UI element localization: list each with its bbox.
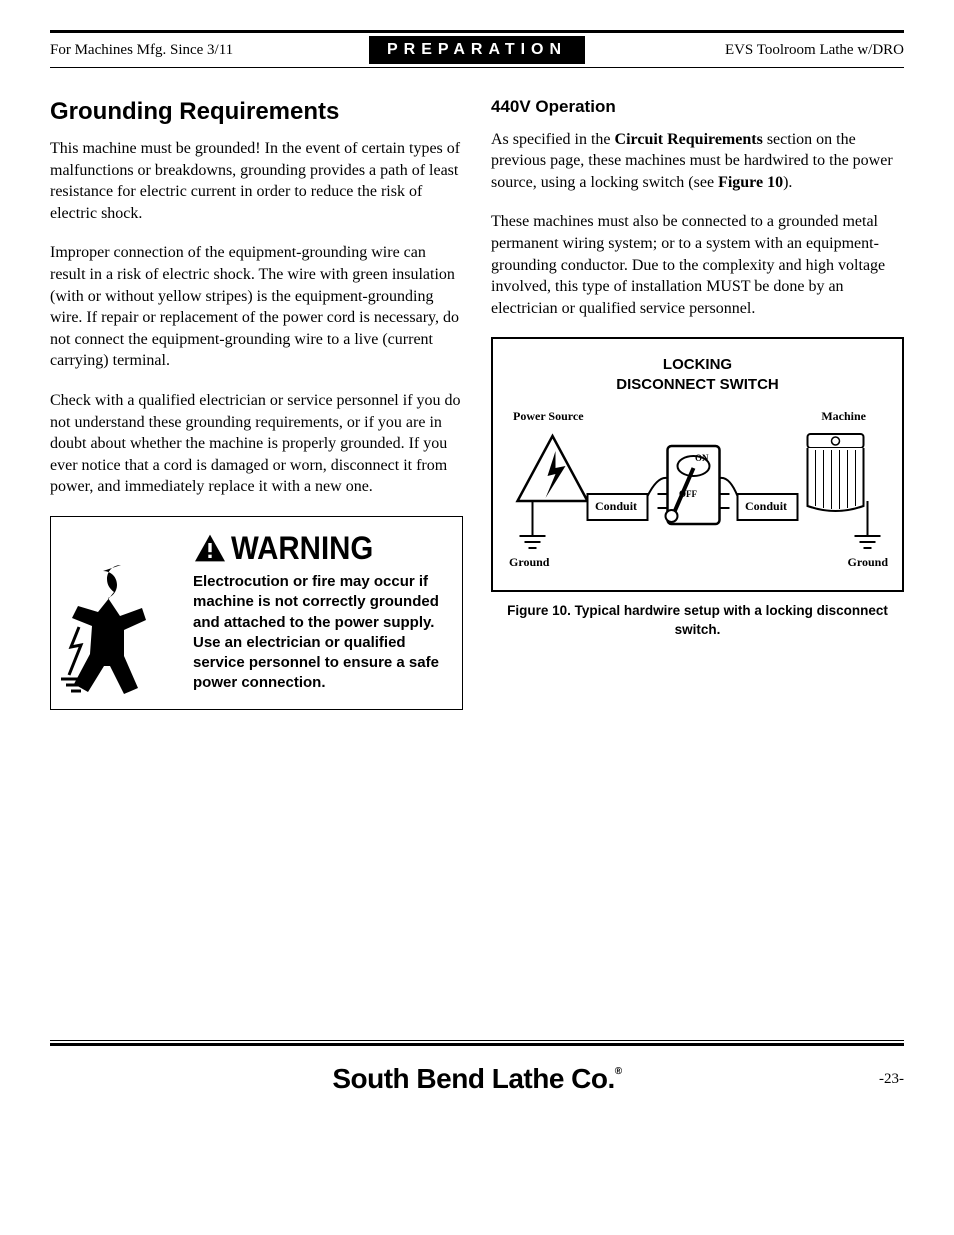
figure-caption: Figure 10. Typical hardwire setup with a… (491, 602, 904, 638)
label-on: ON (695, 452, 709, 464)
paragraph: Improper connection of the equipment-gro… (50, 242, 463, 372)
right-column: 440V Operation As specified in the Circu… (491, 96, 904, 710)
subsection-title: 440V Operation (491, 96, 904, 119)
label-conduit-left: Conduit (595, 498, 637, 514)
warning-body: Electrocution or fire may occur if machi… (193, 572, 450, 694)
page-header: For Machines Mfg. Since 3/11 PREPARATION… (50, 30, 904, 68)
content-columns: Grounding Requirements This machine must… (50, 96, 904, 710)
header-left: For Machines Mfg. Since 3/11 (50, 40, 369, 60)
label-conduit-right: Conduit (745, 498, 787, 514)
figure-box: LOCKING DISCONNECT SWITCH (491, 337, 904, 592)
paragraph: These machines must also be connected to… (491, 211, 904, 319)
page-footer: South Bend Lathe Co.® -23- (50, 1060, 904, 1118)
header-section-badge: PREPARATION (369, 36, 585, 64)
footer-logo: South Bend Lathe Co.® (332, 1060, 621, 1098)
page-number: -23- (879, 1069, 904, 1089)
section-title: Grounding Requirements (50, 96, 463, 128)
header-right: EVS Toolroom Lathe w/DRO (585, 40, 904, 60)
warning-box: WARNING Electrocution or fire may occur … (50, 516, 463, 710)
label-ground-right: Ground (848, 554, 888, 570)
paragraph: Check with a qualified electrician or se… (50, 390, 463, 498)
warning-triangle-icon (193, 533, 227, 563)
paragraph: As specified in the Circuit Requirements… (491, 129, 904, 194)
figure-diagram: Power Source Machine Conduit Conduit Gro… (507, 406, 888, 576)
warning-text: WARNING Electrocution or fire may occur … (193, 527, 450, 697)
left-column: Grounding Requirements This machine must… (50, 96, 463, 710)
paragraph: This machine must be grounded! In the ev… (50, 138, 463, 224)
label-off: OFF (679, 488, 697, 500)
figure-title: LOCKING DISCONNECT SWITCH (507, 355, 888, 394)
label-machine: Machine (821, 408, 866, 424)
electrocution-icon (61, 527, 181, 697)
warning-heading: WARNING (231, 527, 373, 570)
label-ground-left: Ground (509, 554, 549, 570)
footer-rule (50, 1040, 904, 1046)
label-power-source: Power Source (513, 408, 584, 424)
